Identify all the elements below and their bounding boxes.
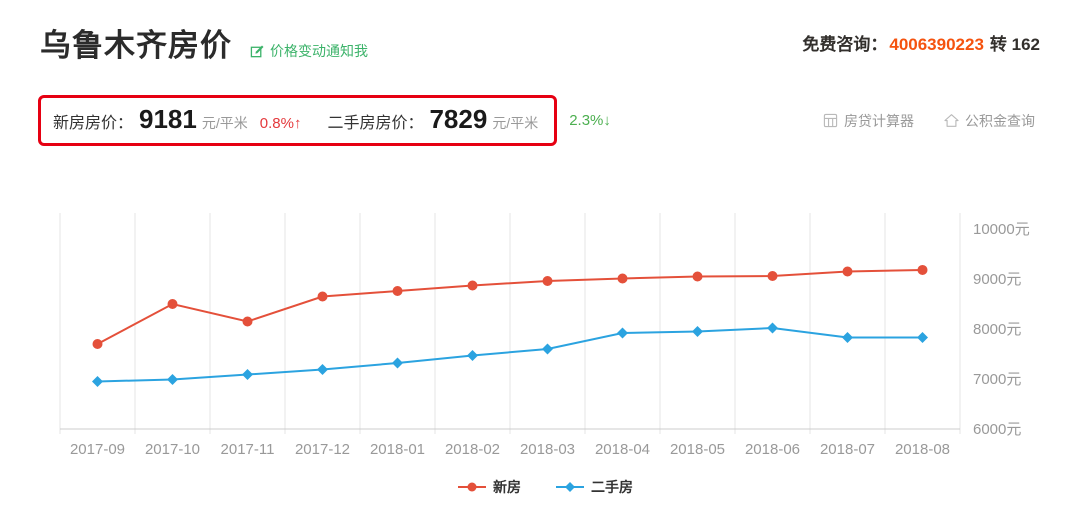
calculator-icon [823, 113, 838, 128]
data-point[interactable] [542, 276, 553, 286]
price-chart: 10000元 9000元 8000元 7000元 6000元 2017-09 2017-10… [59, 213, 1030, 458]
data-point[interactable] [467, 280, 478, 291]
x-tick-label: 2017-11 [221, 441, 275, 458]
y-tick-label: 7000元 [973, 371, 1021, 388]
series-line-新房 [97, 268, 923, 345]
new-price-change: 0.8%↑ [260, 115, 302, 132]
down-arrow-icon: ↓ [603, 112, 611, 129]
consult-info: 免费咨询： 4006390223 转 162 [802, 30, 1040, 55]
data-point[interactable] [317, 291, 328, 302]
legend-label: 新房 [493, 479, 521, 495]
second-price-label: 二手房房价： [327, 115, 424, 132]
chart-section: 10000元 9000元 8000元 7000元 6000元 2017-09 2017-10… [0, 201, 1080, 497]
consult-label: 免费咨询： [802, 35, 888, 54]
second-price-value: 7829 [429, 104, 488, 134]
notify-link[interactable]: 价格变动通知我 [250, 41, 368, 61]
legend-item[interactable]: 二手房 [555, 477, 633, 497]
data-point[interactable] [617, 327, 628, 339]
new-price-label: 新房房价： [53, 115, 134, 132]
data-point[interactable] [167, 374, 178, 385]
price-summary-row: 新房房价： 9181 元/平米 0.8%↑ 二手房房价： 7829 元/平米 2… [0, 65, 1080, 146]
data-point[interactable] [242, 316, 253, 327]
second-price-unit: 元/平米 [492, 115, 539, 131]
data-point[interactable] [317, 364, 328, 375]
notify-label: 价格变动通知我 [270, 43, 368, 59]
data-point[interactable] [917, 264, 928, 275]
edit-notify-icon [250, 45, 264, 57]
x-tick-label: 2018-03 [520, 441, 575, 458]
provident-fund-link[interactable]: 公积金查询 [944, 111, 1035, 131]
page-title: 乌鲁木齐房价 [40, 28, 232, 63]
house-icon [944, 114, 959, 127]
provident-fund-label: 公积金查询 [965, 112, 1035, 129]
x-tick-label: 2018-07 [820, 441, 875, 458]
data-point[interactable] [617, 273, 628, 284]
data-point[interactable] [392, 286, 403, 296]
data-point[interactable] [767, 271, 778, 281]
header-left: 乌鲁木齐房价 价格变动通知我 [40, 20, 368, 65]
new-price-value: 9181 [139, 104, 197, 134]
y-tick-label: 8000元 [973, 321, 1021, 338]
second-change-value: 2.3% [569, 112, 604, 129]
mortgage-calculator-link[interactable]: 房贷计算器 [823, 111, 914, 131]
data-point[interactable] [467, 350, 478, 361]
data-point[interactable] [842, 266, 853, 277]
y-tick-label: 9000元 [973, 271, 1021, 288]
data-point[interactable] [692, 271, 703, 282]
data-point[interactable] [842, 332, 853, 343]
price-highlight-box: 新房房价： 9181 元/平米 0.8%↑ 二手房房价： 7829 元/平米 [38, 95, 558, 146]
data-point[interactable] [917, 332, 928, 344]
price-summary: 新房房价： 9181 元/平米 0.8%↑ 二手房房价： 7829 元/平米 2… [38, 95, 611, 146]
data-point[interactable] [542, 343, 553, 355]
x-tick-label: 2017-10 [145, 441, 200, 458]
data-point[interactable] [392, 357, 403, 369]
tool-links: 房贷计算器 公积金查询 [823, 111, 1035, 131]
x-tick-label: 2018-08 [895, 441, 950, 458]
header: 乌鲁木齐房价 价格变动通知我 免费咨询： 4006390223 转 162 [0, 0, 1080, 65]
y-tick-label: 10000元 [973, 221, 1030, 238]
new-change-value: 0.8% [259, 115, 294, 132]
x-tick-label: 2018-05 [670, 441, 725, 458]
new-price-unit: 元/平米 [201, 115, 248, 131]
data-point[interactable] [92, 339, 103, 349]
mortgage-calculator-label: 房贷计算器 [844, 112, 914, 129]
x-tick-label: 2017-12 [295, 441, 350, 458]
data-point[interactable] [767, 322, 778, 334]
data-point[interactable] [692, 326, 703, 337]
x-tick-label: 2017-09 [70, 441, 125, 458]
x-tick-label: 2018-04 [595, 441, 650, 458]
legend-marker [458, 482, 486, 492]
x-tick-label: 2018-02 [445, 441, 500, 458]
consult-extension: 转 162 [989, 35, 1040, 54]
x-tick-label: 2018-06 [745, 441, 800, 458]
legend-item[interactable]: 新房 [457, 477, 521, 497]
second-price-change: 2.3%↓ [569, 112, 611, 129]
y-tick-label: 6000元 [973, 421, 1021, 438]
legend-label: 二手房 [591, 479, 633, 495]
legend-marker [556, 482, 584, 492]
up-arrow-icon: ↑ [293, 115, 302, 132]
data-point[interactable] [242, 369, 253, 380]
data-point[interactable] [167, 299, 178, 309]
x-tick-label: 2018-01 [370, 441, 425, 458]
data-point[interactable] [92, 376, 103, 387]
series-line-二手房 [97, 326, 923, 383]
consult-phone: 4006390223 [889, 35, 984, 54]
chart-legend: 新房 二手房 [25, 477, 1065, 497]
